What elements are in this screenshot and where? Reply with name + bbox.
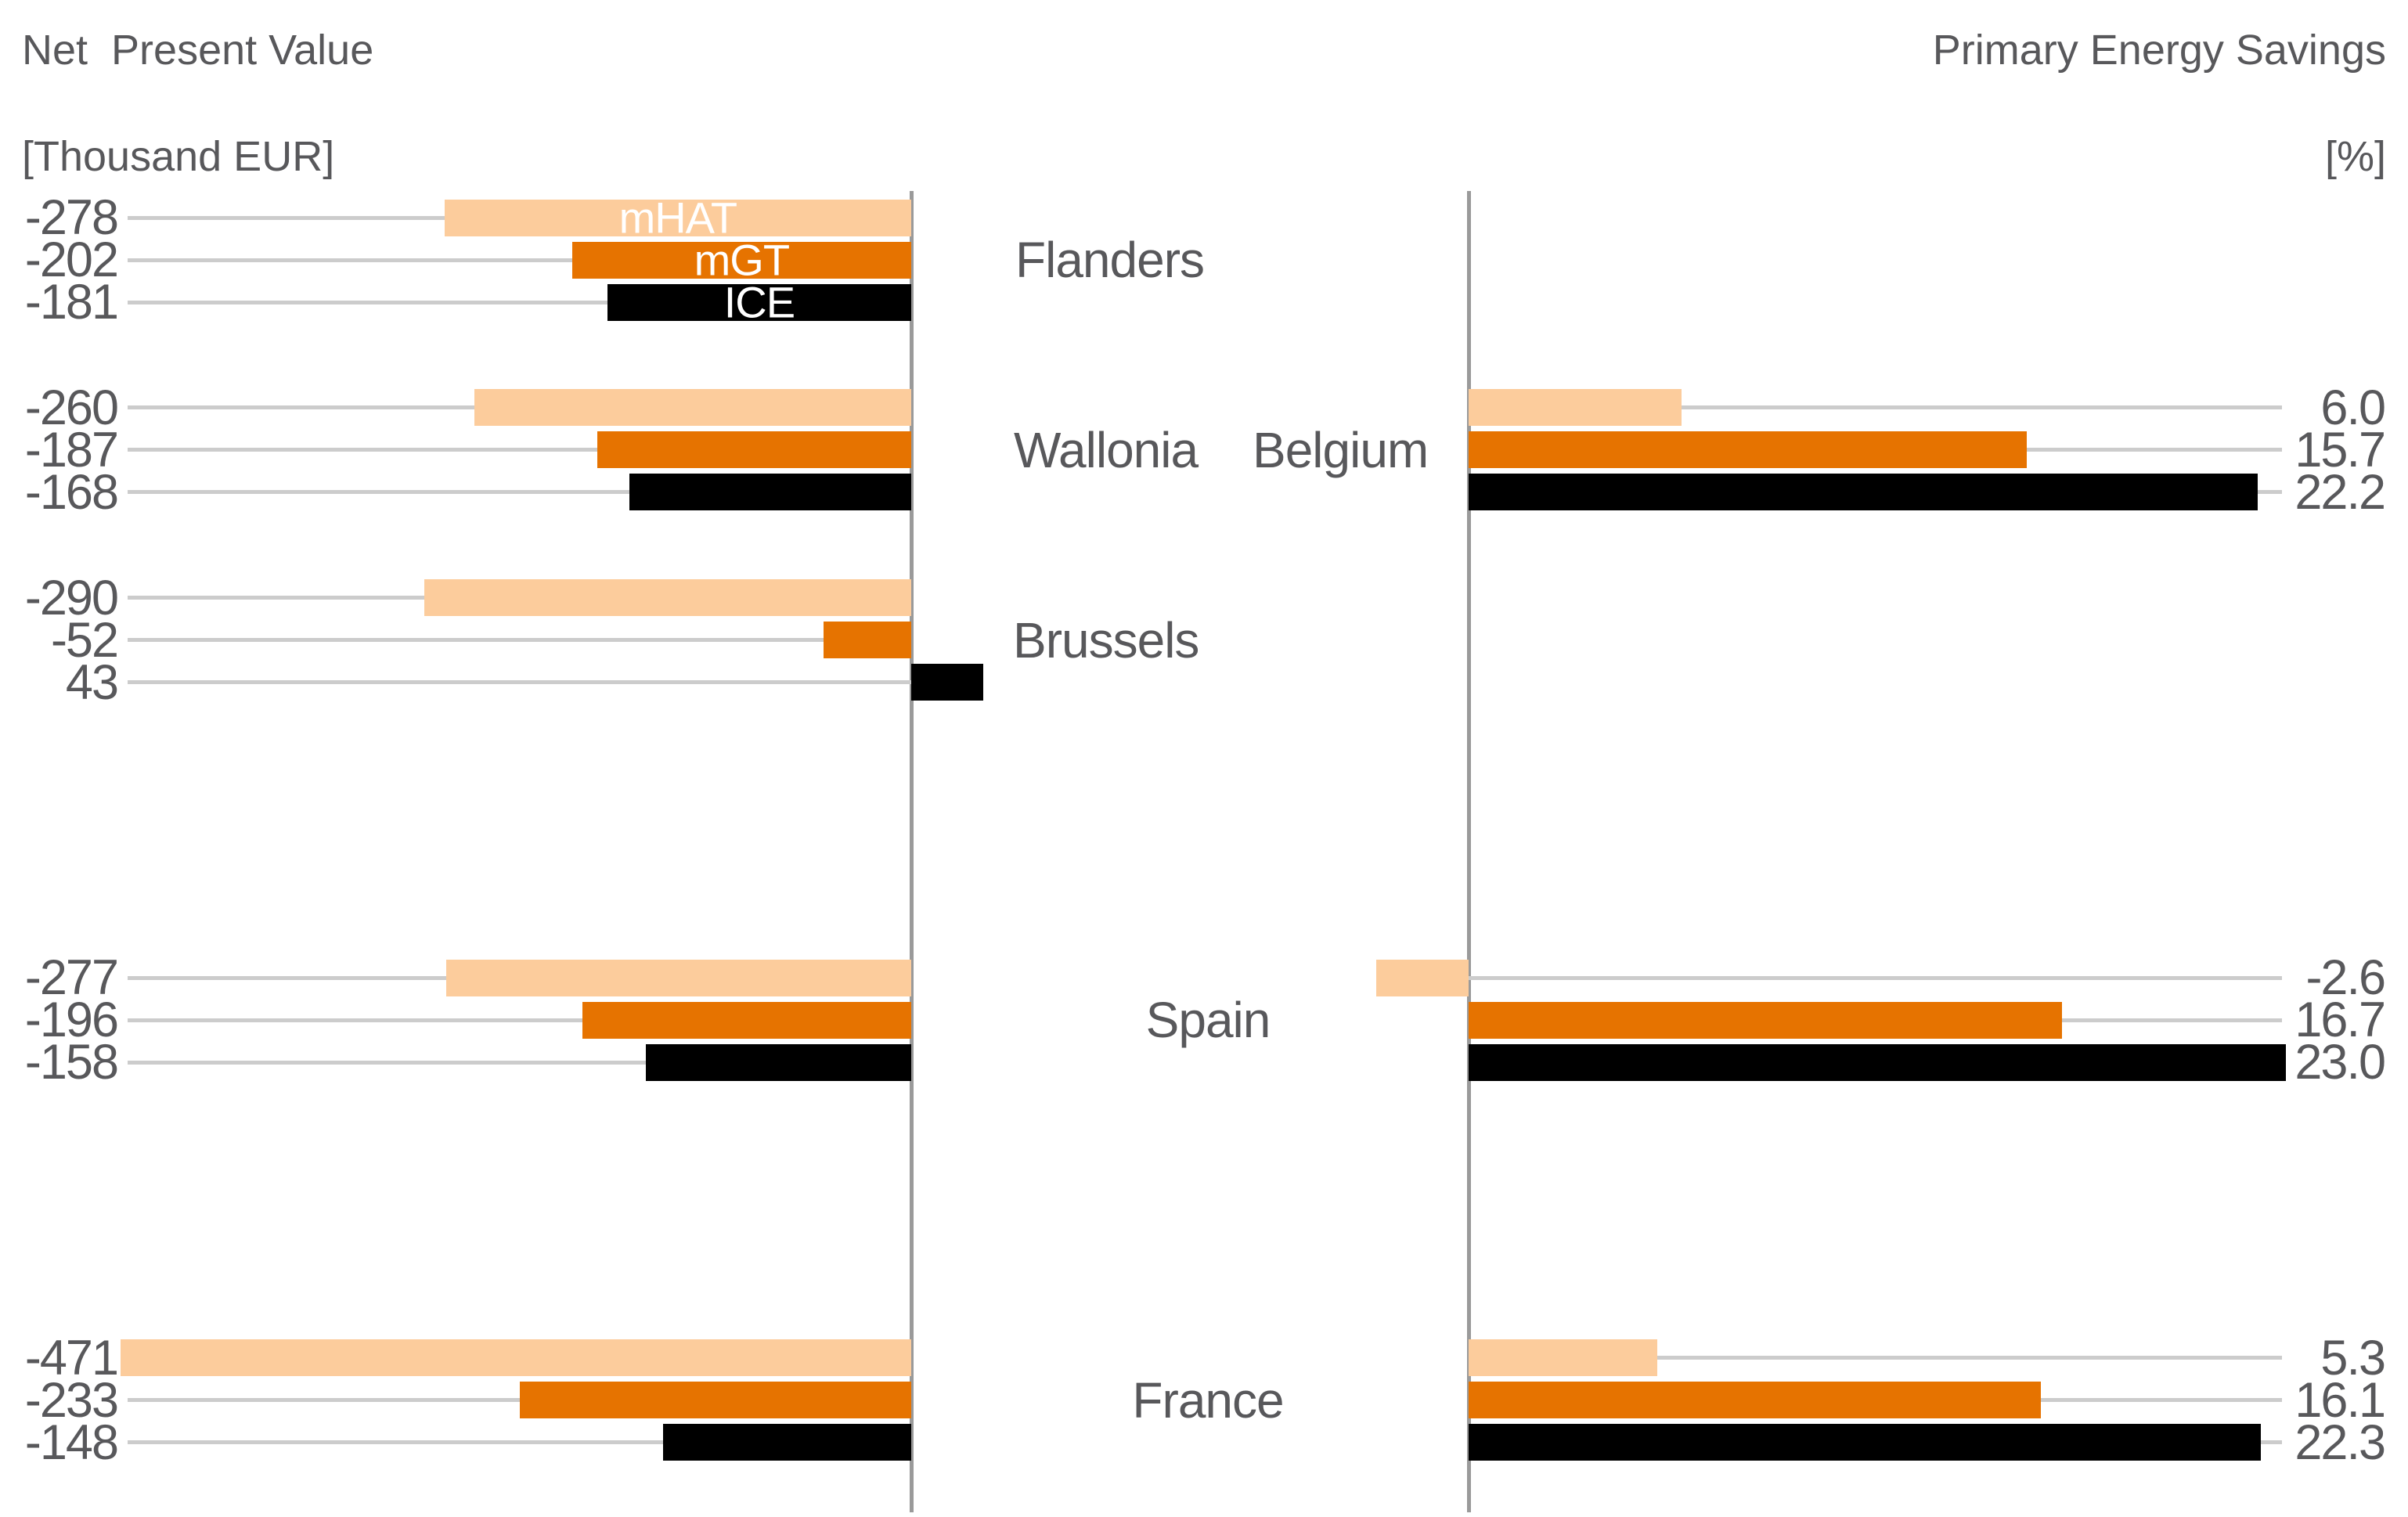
value-label-france-mgt: -233 — [24, 1372, 119, 1428]
value-label-flanders-mgt: -202 — [24, 232, 119, 287]
bar-france-mgt — [1469, 1382, 2041, 1419]
leader-line-france-mgt — [128, 1398, 521, 1403]
value-label-wallonia-mhat: -260 — [24, 380, 119, 435]
bar-spain-mhat — [445, 959, 911, 996]
bar-flanders-ice — [607, 283, 911, 321]
value-label-spain-mgt: -196 — [24, 993, 119, 1048]
bar-france-mgt — [520, 1382, 911, 1419]
leader-line-brussels-mgt — [128, 638, 824, 643]
value-label-flanders-ice: -181 — [24, 275, 119, 330]
leader-line-wallonia-mhat — [128, 405, 475, 410]
leader-line-belgium-mgt — [2026, 448, 2282, 452]
bar-france-ice — [662, 1424, 911, 1461]
bar-spain-ice — [1469, 1043, 2287, 1081]
leader-line-flanders-mhat — [128, 215, 445, 220]
bar-spain-mgt — [582, 1001, 911, 1039]
value-label-spain-mhat: -277 — [24, 950, 119, 1006]
region-label-flanders: Flanders — [1015, 232, 1205, 288]
leader-line-spain-mgt — [2062, 1018, 2282, 1022]
value-label-brussels-ice: 43 — [65, 654, 119, 710]
legend-label-ice: ICE — [723, 277, 795, 327]
leader-line-spain-mhat — [128, 975, 446, 980]
leader-line-spain-ice — [128, 1060, 647, 1065]
leader-line-france-mgt — [2040, 1398, 2282, 1403]
bar-wallonia-ice — [629, 474, 911, 511]
leader-line-belgium-ice — [2257, 490, 2282, 495]
value-label-france-ice: 22.3 — [2294, 1414, 2386, 1470]
right-panel-title: Primary Energy Savings [%] — [1933, 23, 2386, 183]
bar-wallonia-mhat — [474, 389, 911, 427]
leader-line-wallonia-ice — [128, 490, 629, 495]
value-label-spain-mhat: -2.6 — [2305, 950, 2386, 1006]
value-label-belgium-ice: 22.2 — [2294, 464, 2386, 520]
value-label-brussels-mhat: -290 — [24, 570, 119, 625]
value-label-spain-mgt: 16.7 — [2294, 993, 2386, 1048]
leader-line-france-mhat — [1656, 1356, 2282, 1360]
legend-label-mgt: mGT — [694, 235, 790, 285]
region-label-belgium: Belgium — [1253, 421, 1429, 478]
leader-line-france-ice — [128, 1440, 663, 1445]
value-label-wallonia-mgt: -187 — [24, 422, 119, 477]
leader-line-spain-mhat — [1469, 975, 2282, 980]
bar-france-ice — [1469, 1424, 2262, 1461]
leader-line-wallonia-mgt — [128, 448, 597, 452]
value-label-france-ice: -148 — [24, 1414, 119, 1470]
bar-france-mhat — [1469, 1339, 1657, 1377]
bar-flanders-mhat — [444, 199, 911, 236]
value-label-france-mhat: -471 — [24, 1330, 119, 1385]
region-label-brussels: Brussels — [1013, 611, 1199, 668]
bar-wallonia-mgt — [597, 431, 911, 469]
bar-spain-ice — [646, 1043, 911, 1081]
left-panel-title-line1: Net Present Value — [22, 27, 374, 74]
right-panel-title-line2: [%] — [2324, 133, 2386, 180]
value-label-wallonia-ice: -168 — [24, 464, 119, 520]
bar-belgium-ice — [1469, 474, 2258, 511]
value-label-belgium-mhat: 6.0 — [2320, 380, 2386, 435]
bar-brussels-mhat — [424, 579, 911, 617]
value-label-spain-ice: 23.0 — [2294, 1035, 2386, 1090]
left-panel-title-line2: [Thousand EUR] — [22, 133, 335, 180]
leader-line-brussels-mhat — [128, 596, 424, 600]
right-panel-title-line1: Primary Energy Savings — [1932, 27, 2386, 74]
region-label-france: France — [1132, 1371, 1284, 1429]
value-label-france-mhat: 5.3 — [2320, 1330, 2386, 1385]
leader-line-brussels-ice — [128, 680, 911, 685]
value-label-belgium-mgt: 15.7 — [2294, 422, 2386, 477]
leader-line-flanders-ice — [128, 300, 607, 304]
right-axis-zero-line — [1467, 191, 1471, 1512]
leader-line-france-ice — [2261, 1440, 2282, 1445]
value-label-france-mgt: 16.1 — [2294, 1372, 2386, 1428]
leader-line-belgium-mhat — [1682, 405, 2282, 410]
value-label-brussels-mgt: -52 — [50, 612, 119, 668]
legend-label-mhat: mHAT — [618, 193, 738, 243]
bar-brussels-mgt — [824, 622, 911, 659]
bar-spain-mgt — [1469, 1001, 2063, 1039]
bar-france-mhat — [120, 1339, 911, 1377]
bar-spain-mhat — [1375, 959, 1469, 996]
left-panel-title: Net Present Value [Thousand EUR] — [22, 23, 373, 183]
left-axis-zero-line — [910, 191, 914, 1512]
value-label-flanders-mhat: -278 — [24, 190, 119, 245]
leader-line-spain-mgt — [128, 1018, 582, 1022]
region-label-wallonia: Wallonia — [1014, 421, 1199, 478]
bar-belgium-mgt — [1469, 431, 2027, 469]
region-label-spain: Spain — [1145, 992, 1271, 1049]
bar-belgium-mhat — [1469, 389, 1682, 427]
value-label-spain-ice: -158 — [24, 1035, 119, 1090]
leader-line-flanders-mgt — [128, 258, 572, 262]
bar-brussels-ice — [911, 664, 984, 701]
bar-flanders-mgt — [571, 241, 911, 279]
